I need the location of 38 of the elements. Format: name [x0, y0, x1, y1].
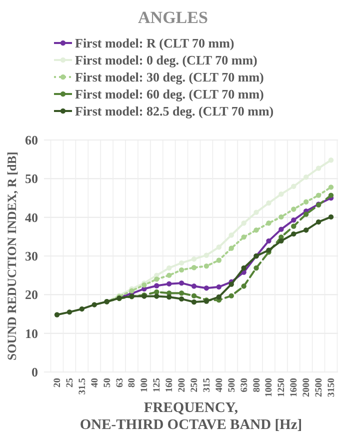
x-axis-title: FREQUENCY, ONE-THIRD OCTAVE BAND [Hz]: [80, 400, 302, 433]
x-tick-label: 1600: [290, 378, 300, 397]
legend-label: First model: R (CLT 70 mm): [75, 36, 234, 51]
x-tick-label: 25: [65, 378, 76, 388]
x-tick-label: 100: [140, 378, 150, 392]
x-tick-label: 500: [227, 378, 238, 392]
x-tick-label: 31.5: [78, 378, 88, 395]
x-tick-label: 80: [128, 378, 138, 388]
x-tick-label: 315: [202, 378, 212, 392]
x-tick-label: 1250: [277, 378, 288, 397]
x-tick-label: 160: [165, 378, 176, 392]
y-tick-label: 30: [25, 248, 38, 264]
x-tick-label: 125: [152, 378, 163, 392]
y-tick-label: 50: [25, 171, 38, 186]
legend-label: First model: 0 deg. (CLT 70 mm): [75, 52, 258, 68]
y-tick-label: 60: [25, 132, 38, 148]
x-tick-label: 3150: [327, 378, 337, 397]
x-tick-label: 200: [178, 378, 188, 392]
x-tick-label: 400: [214, 378, 225, 392]
x-tick-label: 20: [53, 378, 63, 388]
legend-label: First model: 82.5 deg. (CLT 70 mm): [75, 104, 274, 119]
chart-title: ANGLES: [138, 8, 208, 27]
x-tick-label: 800: [252, 378, 262, 392]
x-tick-label: 63: [115, 378, 126, 388]
x-tick-label: 250: [190, 378, 200, 392]
legend-label: First model: 30 deg. (CLT 70 mm): [75, 70, 264, 85]
x-tick-label: 40: [90, 378, 100, 388]
y-tick-label: 20: [25, 287, 38, 302]
x-tick-label: 630: [240, 378, 250, 392]
x-tick-label: 2000: [302, 378, 312, 397]
x-tick-label: 50: [102, 378, 113, 388]
y-tick-label: 40: [25, 210, 38, 225]
legend-label: First model: 60 deg. (CLT 70 mm): [75, 86, 264, 102]
x-tick-label: 1000: [264, 378, 275, 397]
x-tick-label: 2500: [314, 378, 325, 397]
y-tick-label: 10: [25, 326, 38, 341]
y-axis-title: SOUND REDUCTION INDEX, R [dB]: [5, 152, 19, 360]
y-tick-label: 0: [32, 364, 38, 380]
